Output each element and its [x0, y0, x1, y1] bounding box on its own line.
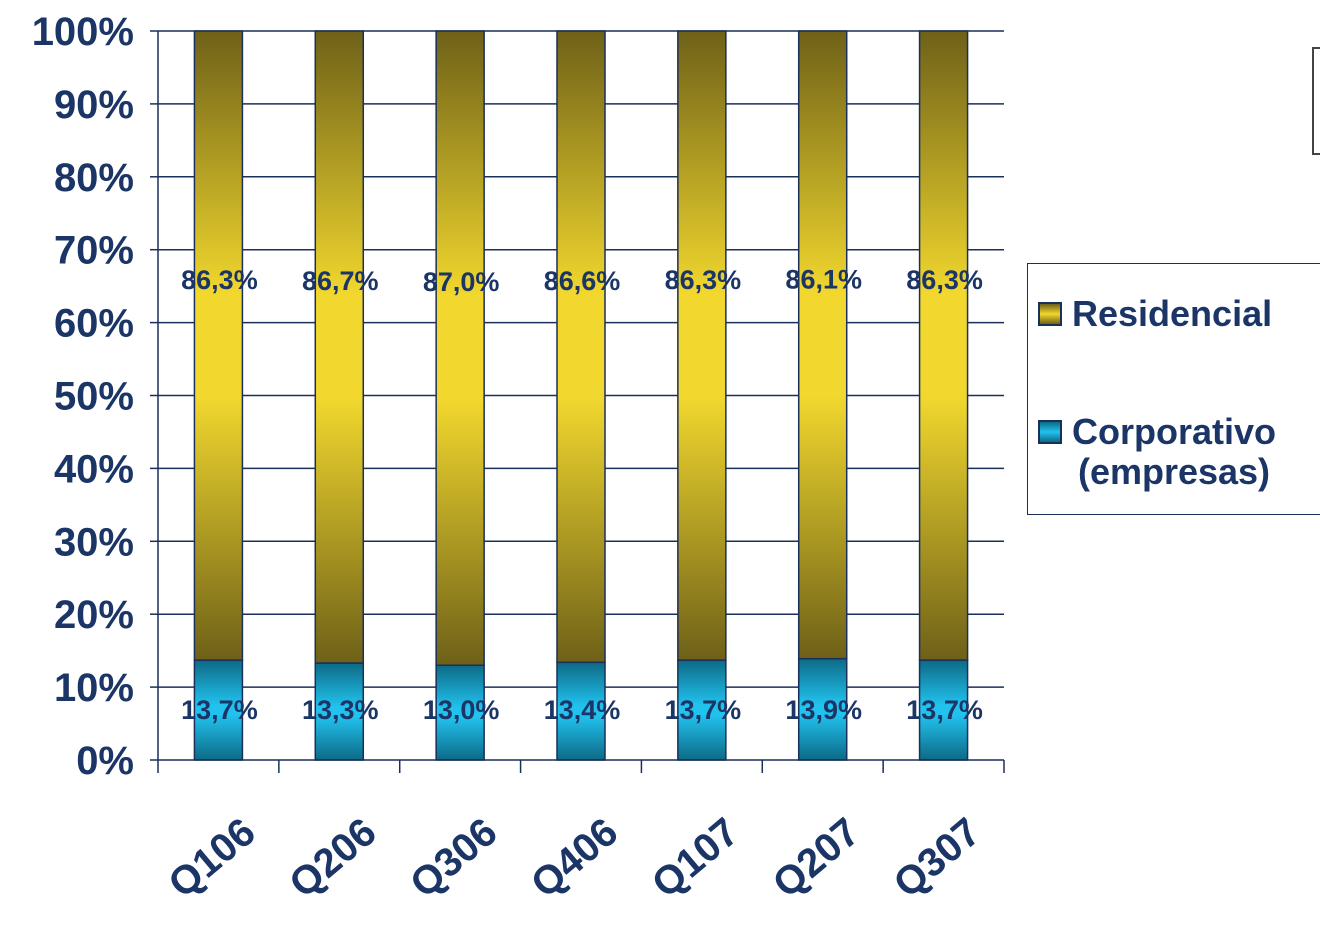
x-tick-label: Q207	[765, 810, 868, 907]
bar-segment-residencial	[193, 30, 244, 661]
bar-segment-corporativo	[918, 659, 969, 761]
bars	[193, 30, 969, 761]
data-label-corporativo: 13,7%	[665, 695, 742, 725]
data-label-residencial: 87,0%	[423, 267, 500, 297]
legend-label-corporativo-line1: Corporativo	[1072, 411, 1277, 452]
y-tick-label: 0%	[76, 739, 134, 783]
bar-segment-residencial	[435, 30, 485, 666]
x-tick-label: Q106	[160, 810, 263, 907]
x-tick-label: Q107	[644, 810, 747, 907]
bar-segment-corporativo	[677, 659, 727, 761]
bar-segment-residencial	[556, 30, 606, 664]
bar-segment-residencial	[797, 30, 848, 660]
y-tick-label: 30%	[54, 520, 134, 564]
data-label-corporativo: 13,7%	[906, 695, 983, 725]
y-tick-label: 60%	[54, 302, 134, 346]
y-tick-label: 40%	[54, 447, 134, 491]
legend-label-corporativo-line2: (empresas)	[1077, 451, 1271, 492]
legend-swatch-residencial	[1038, 302, 1062, 326]
legend-swatch-corporativo	[1038, 420, 1062, 444]
data-label-corporativo: 13,9%	[785, 695, 862, 725]
bar-segment-residencial	[314, 30, 365, 664]
y-tick-label: 80%	[54, 156, 134, 200]
x-tick-label: Q307	[886, 810, 989, 907]
data-label-residencial: 86,3%	[665, 265, 742, 295]
data-label-corporativo: 13,3%	[302, 695, 379, 725]
bar-segment-residencial	[677, 30, 727, 661]
legend-label-residencial: Residencial	[1072, 293, 1273, 334]
y-tick-label: 100%	[32, 10, 134, 54]
y-tick-label: 70%	[54, 229, 134, 273]
data-label-residencial: 86,1%	[785, 264, 862, 294]
x-tick-label: Q406	[523, 810, 626, 907]
data-label-residencial: 86,7%	[302, 266, 379, 296]
data-label-corporativo: 13,4%	[544, 695, 621, 725]
data-label-corporativo: 13,0%	[423, 695, 500, 725]
corner-frame	[1312, 47, 1320, 155]
axes: 0%10%20%30%40%50%60%70%80%90%100%Q106 Q20…	[32, 10, 1005, 907]
x-tick-label: Q306	[402, 810, 505, 907]
y-tick-label: 10%	[54, 666, 134, 710]
legend-item-residencial: Residencial	[1038, 294, 1272, 334]
bar-segment-residencial	[918, 30, 969, 661]
legend-item-corporativo: Corporativo (empresas)	[1038, 412, 1276, 492]
y-tick-label: 90%	[54, 83, 134, 127]
data-label-residencial: 86,6%	[544, 266, 621, 296]
data-label-corporativo: 13,7%	[181, 695, 258, 725]
bar-segment-corporativo	[556, 661, 606, 761]
legend: Residencial Corporativo (empresas)	[1027, 263, 1320, 515]
data-label-residencial: 86,3%	[906, 265, 983, 295]
x-tick-label: Q206	[281, 810, 384, 907]
data-labels: 13,7% 86,3% 13,3% 86,7% 13,0% 87,0% 13,4% 86,6%…	[181, 264, 983, 725]
y-tick-label: 20%	[54, 593, 134, 637]
bar-segment-corporativo	[435, 664, 485, 761]
data-label-residencial: 86,3%	[181, 265, 258, 295]
y-tick-label: 50%	[54, 375, 134, 419]
